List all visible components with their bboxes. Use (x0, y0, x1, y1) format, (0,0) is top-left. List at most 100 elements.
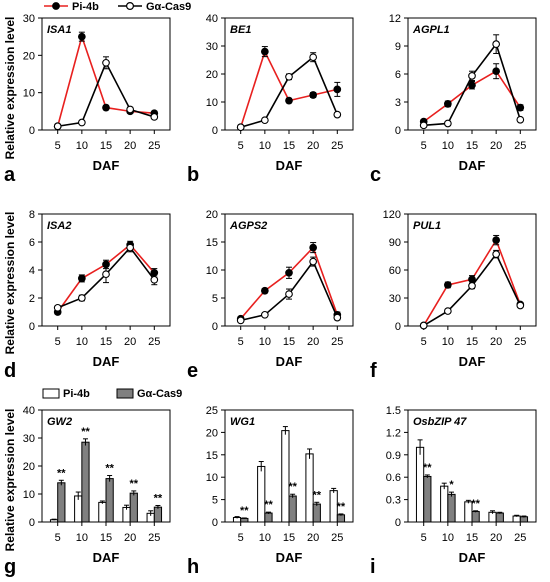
significance-g-0: ** (57, 467, 66, 479)
bar-i-0-4 (512, 515, 521, 523)
xtick-label-h-3: 20 (307, 532, 319, 544)
xtick-label-a-0: 5 (55, 140, 61, 152)
significance-h-4: ** (337, 501, 346, 513)
point-e-1-3 (309, 257, 318, 266)
ytick-label-f-3: 90 (389, 237, 401, 249)
ytick-label-e-0: 0 (212, 321, 218, 333)
bar-legend: Pi-4b Gα-Cas9 (42, 388, 182, 400)
xtick-label-h-4: 25 (331, 532, 343, 544)
point-b-1-0 (236, 123, 245, 132)
ytick-label-b-4: 40 (206, 13, 218, 25)
significance-h-1: ** (264, 499, 273, 511)
panel-c: 0 3 6 9 12 AGPL1 5 10 15 20 25 DAF c (370, 13, 537, 186)
point-d-1-3 (126, 243, 135, 252)
point-f-1-0 (419, 321, 428, 330)
xlabel-d: DAF (93, 354, 120, 369)
point-c-0-3 (492, 67, 501, 76)
xlabel-e: DAF (276, 354, 303, 369)
gene-title-g: GW2 (47, 416, 72, 428)
point-b-0-4 (333, 85, 342, 94)
xtick-label-b-4: 25 (331, 140, 343, 152)
panel-a: 0 10 20 30 ISA1 5 10 15 20 25 DAF a (4, 13, 171, 186)
point-f-0-3 (492, 236, 501, 244)
ytick-label-d-0: 0 (29, 321, 35, 333)
ytick-label-f-2: 60 (389, 265, 401, 277)
point-b-1-3 (309, 53, 318, 62)
xtick-label-h-1: 10 (259, 532, 271, 544)
xtick-label-d-1: 10 (76, 336, 88, 348)
point-a-0-2 (102, 103, 110, 112)
point-d-1-4 (150, 275, 159, 284)
xtick-label-e-4: 25 (331, 336, 343, 348)
ytick-label-h-2: 10 (206, 472, 218, 484)
ytick-label-i-5: 1.5 (386, 405, 401, 417)
xtick-label-i-4: 25 (514, 532, 526, 544)
bar-i-1-4 (519, 516, 529, 523)
xtick-label-i-0: 5 (421, 532, 427, 544)
ytick-label-c-2: 6 (395, 69, 401, 81)
gene-title-h: WG1 (230, 416, 255, 428)
xtick-label-f-4: 25 (514, 336, 526, 348)
ytick-label-e-4: 20 (206, 209, 218, 221)
ytick-label-d-3: 6 (29, 237, 35, 249)
point-f-0-2 (468, 275, 476, 284)
xtick-label-c-1: 10 (442, 140, 454, 152)
bar-h-1-1 (264, 512, 273, 523)
point-d-1-0 (53, 303, 62, 312)
xlabel-f: DAF (459, 354, 486, 369)
bar-h-0-3 (305, 453, 314, 523)
panel-h: 0 5 10 15 20 25 WG1 5 10 15 20 25 DAF h ** ** ** ** ** (187, 405, 354, 578)
xtick-label-e-1: 10 (259, 336, 271, 348)
xtick-label-d-0: 5 (55, 336, 61, 348)
ytick-label-c-0: 0 (395, 125, 401, 137)
xtick-label-d-3: 20 (124, 336, 136, 348)
ytick-label-f-1: 30 (389, 293, 401, 305)
xtick-label-a-1: 10 (76, 140, 88, 152)
ytick-label-c-4: 12 (389, 13, 401, 25)
xlabel-c: DAF (459, 158, 486, 173)
xtick-label-g-1: 10 (76, 532, 88, 544)
panel-letter-d: d (4, 360, 16, 382)
ylabel-row-2: Relative expression level (3, 212, 17, 355)
xtick-label-h-2: 15 (283, 532, 295, 544)
xtick-label-b-2: 15 (283, 140, 295, 152)
point-a-1-3 (126, 105, 135, 114)
ytick-label-g-0: 0 (29, 517, 35, 529)
ytick-label-a-2: 20 (23, 50, 35, 62)
xtick-label-c-0: 5 (421, 140, 427, 152)
xtick-label-e-0: 5 (238, 336, 244, 348)
bar-i-1-2 (471, 511, 480, 523)
point-d-0-2 (102, 260, 110, 269)
significance-g-4: ** (154, 492, 163, 504)
ytick-label-i-1: 0.3 (386, 495, 401, 507)
point-c-1-3 (492, 40, 501, 48)
point-e-1-2 (285, 290, 293, 298)
panel-letter-b: b (187, 164, 199, 186)
ytick-label-e-1: 5 (212, 293, 218, 305)
xtick-label-e-3: 20 (307, 336, 319, 348)
point-a-1-0 (53, 122, 62, 131)
ytick-label-d-1: 2 (29, 293, 35, 305)
xtick-label-e-2: 15 (283, 336, 295, 348)
point-f-1-2 (468, 282, 476, 290)
bar-h-1-4 (336, 514, 346, 523)
point-c-0-4 (516, 103, 525, 112)
xtick-label-c-3: 20 (490, 140, 502, 152)
point-b-0-2 (285, 96, 293, 105)
point-e-0-2 (285, 268, 293, 277)
bar-legend-swatch-pi4b (42, 388, 60, 399)
xtick-label-f-0: 5 (421, 336, 427, 348)
ylabel-row-3: Relative expression level (3, 409, 17, 552)
xlabel-g: DAF (93, 550, 120, 565)
bar-g-1-4 (153, 506, 163, 523)
panel-letter-f: f (370, 360, 377, 382)
panel-letter-i: i (370, 556, 376, 578)
point-d-0-1 (77, 274, 86, 283)
point-d-1-2 (102, 270, 110, 279)
point-c-0-2 (468, 81, 476, 90)
xtick-label-c-4: 25 (514, 140, 526, 152)
point-a-1-4 (150, 113, 159, 121)
panel-letter-h: h (187, 556, 199, 578)
